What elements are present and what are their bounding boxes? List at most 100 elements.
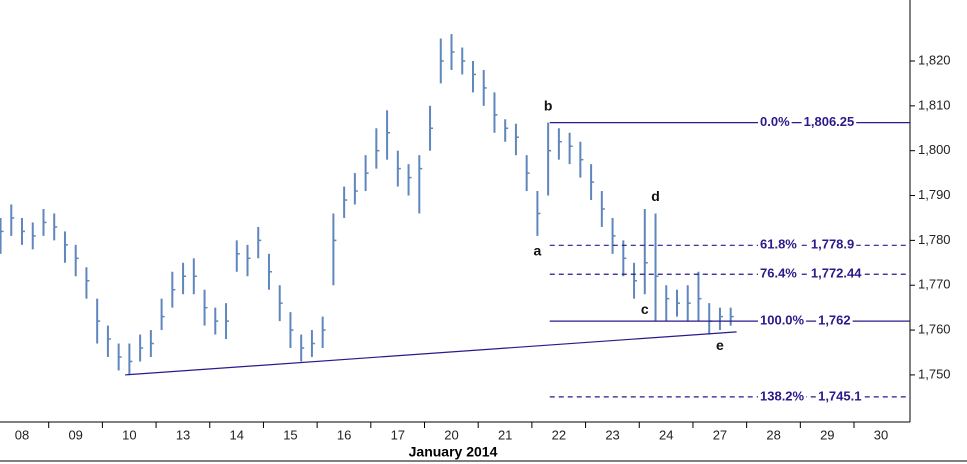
price-bar <box>429 105 434 151</box>
price-bar <box>654 213 659 322</box>
level-percent: 138.2% <box>760 388 805 403</box>
price-bar <box>493 92 498 133</box>
price-bar <box>525 155 530 192</box>
level-percent: 0.0% <box>760 114 790 129</box>
x-axis-label: January 2014 <box>409 444 498 460</box>
price-bar <box>53 213 58 241</box>
y-tick-label: 1,800 <box>918 142 951 157</box>
x-tick-label: 22 <box>552 427 566 442</box>
x-tick-label: 15 <box>283 427 297 442</box>
price-bar <box>42 208 47 236</box>
x-tick-label: 10 <box>122 427 136 442</box>
level-label-bg <box>808 237 857 254</box>
level-percent: 76.4% <box>760 266 797 281</box>
y-tick-label: 1,820 <box>918 52 951 67</box>
y-tick-label: 1,750 <box>918 366 951 381</box>
price-bar <box>514 123 519 156</box>
price-bar <box>106 325 111 357</box>
price-bar <box>21 217 26 245</box>
price-bar <box>439 38 444 84</box>
x-tick-label: 23 <box>605 427 619 442</box>
price-bar <box>85 267 90 299</box>
price-bar <box>461 47 466 75</box>
y-tick-label: 1,780 <box>918 232 951 247</box>
x-tick-label: 16 <box>337 427 351 442</box>
price-bar <box>31 222 36 250</box>
x-tick-label: 20 <box>444 427 458 442</box>
price-bar <box>557 128 562 160</box>
price-bar <box>665 285 670 322</box>
price-bar <box>375 128 380 169</box>
price-bar <box>310 330 315 357</box>
price-bar <box>300 334 305 362</box>
wave-label: a <box>534 243 542 259</box>
x-tick-label: 09 <box>68 427 82 442</box>
wave-label: b <box>544 97 553 113</box>
y-tick-label: 1,810 <box>918 97 951 112</box>
price-bar <box>729 307 734 326</box>
price-bar <box>139 334 144 362</box>
price-bar <box>622 240 627 277</box>
x-tick-label: 14 <box>230 427 244 442</box>
price-bar <box>128 343 133 375</box>
price-bar <box>386 110 391 160</box>
price-bar <box>149 330 154 357</box>
price-bar <box>278 285 283 322</box>
price-bar <box>203 289 208 326</box>
price-bar <box>160 298 165 331</box>
price-bar <box>590 164 595 201</box>
x-tick-label: 29 <box>820 427 834 442</box>
price-bar <box>192 258 197 295</box>
price-bar <box>332 213 337 286</box>
y-tick-label: 1,760 <box>918 322 951 337</box>
price-bar <box>235 240 240 272</box>
level-price: 1,778.9 <box>811 237 854 252</box>
price-bar <box>718 307 723 331</box>
price-bar <box>182 262 187 295</box>
price-bar <box>214 307 219 335</box>
level-percent: 61.8% <box>760 237 797 252</box>
price-bar <box>396 150 401 187</box>
price-bar <box>0 217 4 254</box>
price-bar <box>686 285 691 322</box>
price-bar <box>418 155 423 214</box>
level-label-bg <box>758 388 807 405</box>
price-bar <box>708 303 713 335</box>
wave-label: d <box>651 188 660 204</box>
price-bar <box>568 132 573 165</box>
price-bar <box>536 191 541 236</box>
price-bar <box>633 262 638 299</box>
level-label-bg <box>808 266 864 283</box>
y-tick-label: 1,770 <box>918 277 951 292</box>
level-label-bg <box>758 266 799 283</box>
x-tick-label: 28 <box>766 427 780 442</box>
price-bar <box>697 271 702 322</box>
level-label-bg <box>816 313 853 330</box>
x-tick-label: 17 <box>391 427 405 442</box>
y-tick-label: 1,790 <box>918 187 951 202</box>
x-tick-label: 08 <box>15 427 29 442</box>
price-bar <box>450 34 455 70</box>
price-bar <box>471 60 476 93</box>
price-bar <box>74 244 79 277</box>
price-bar <box>600 191 605 227</box>
level-price: 1,806.25 <box>804 114 855 129</box>
level-price: 1,745.1 <box>818 388 861 403</box>
price-bar <box>10 204 15 236</box>
price-bar <box>611 217 616 254</box>
price-bar <box>407 164 412 196</box>
level-price: 1,772.44 <box>811 266 862 281</box>
level-percent: 100.0% <box>760 313 805 328</box>
x-tick-label: 27 <box>713 427 727 442</box>
price-bar <box>504 119 509 142</box>
x-tick-label: 30 <box>874 427 888 442</box>
price-bar <box>343 186 348 218</box>
price-bar <box>547 122 552 196</box>
level-label-bg <box>816 388 864 405</box>
level-label-bg <box>801 114 857 131</box>
price-bar <box>482 69 487 106</box>
price-bar <box>171 271 176 308</box>
x-tick-label: 24 <box>659 427 673 442</box>
price-bar <box>225 303 230 340</box>
